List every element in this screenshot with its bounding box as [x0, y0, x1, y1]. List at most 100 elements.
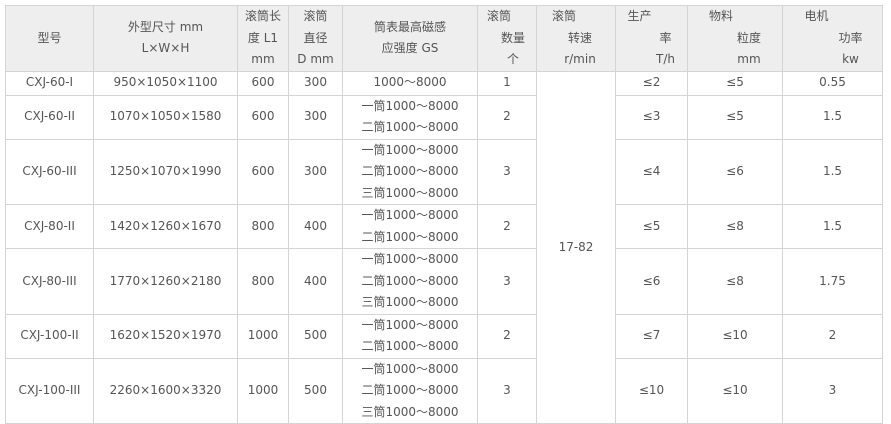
diameter-cell: 500: [288, 313, 343, 359]
column-header: 外型尺寸 mm L×W×H: [93, 5, 238, 72]
size-cell: 950×1050×1100: [93, 70, 238, 96]
gs-line: 三筒1000～8000: [361, 404, 459, 419]
model-cell: CXJ-60-I: [5, 70, 94, 96]
rate-cell: ≤7: [615, 313, 688, 359]
model-cell: CXJ-60-III: [5, 138, 94, 205]
column-header-line: 率: [659, 30, 672, 45]
column-header-line: 型号: [37, 30, 62, 45]
count-cell: 1: [477, 70, 537, 96]
gs-line: 二筒1000～8000: [361, 120, 459, 134]
rate-cell: ≤4: [615, 138, 688, 205]
speed-cell: 17-82: [536, 70, 616, 424]
table-row: CXJ-80-III 1770×1260×2180 800 400 一筒1000～800…: [5, 248, 883, 315]
diameter-cell: 300: [288, 94, 343, 140]
column-header-line: 物料: [708, 9, 733, 23]
gs-line: 二筒1000～8000: [361, 383, 459, 397]
diameter-cell: 300: [288, 70, 343, 96]
diameter-cell: 400: [288, 204, 343, 249]
column-header-line: 滚筒: [303, 9, 328, 23]
column-header: 型号: [5, 5, 94, 72]
column-header-line: 筒表最高磁感: [373, 19, 446, 34]
column-header-line: T/h: [656, 52, 675, 66]
grain-cell: ≤8: [687, 204, 783, 249]
column-header: 滚筒长度 L1 mm: [237, 5, 289, 72]
gs-line: 一筒1000～8000: [361, 142, 459, 157]
power-cell: 1.5: [782, 204, 883, 249]
column-header-line: 度 L1: [247, 30, 279, 45]
gs-line: 一筒1000～8000: [361, 361, 459, 376]
length-cell: 600: [237, 70, 289, 96]
column-header-line: D mm: [297, 52, 334, 66]
column-header-line: mm: [737, 52, 761, 66]
rate-cell: ≤2: [615, 70, 688, 96]
column-header-line: 功率: [838, 30, 863, 45]
grain-cell: ≤6: [687, 138, 783, 205]
gs-line: 二筒1000～8000: [361, 273, 459, 288]
grain-cell: ≤10: [687, 357, 783, 424]
diameter-cell: 300: [288, 138, 343, 205]
power-cell: 0.55: [782, 70, 883, 96]
size-cell: 1770×1260×2180: [93, 248, 238, 315]
column-header-line: 个: [506, 52, 519, 66]
length-cell: 1000: [237, 357, 289, 424]
table-row: CXJ-100-III 2260×1600×3320 1000 500 一筒1000～8…: [5, 357, 883, 424]
size-cell: 1250×1070×1990: [93, 138, 238, 205]
size-cell: 1070×1050×1580: [93, 94, 238, 140]
count-cell: 3: [477, 248, 537, 315]
column-header-line: 外型尺寸 mm: [127, 19, 204, 34]
rate-cell: ≤6: [615, 248, 688, 315]
length-cell: 600: [237, 94, 289, 140]
gs-line: 一筒1000～8000: [361, 252, 459, 266]
grain-cell: ≤10: [687, 313, 783, 359]
gs-line: 二筒1000～8000: [361, 229, 459, 244]
column-header-line: 生产: [627, 9, 652, 23]
model-cell: CXJ-100-II: [5, 313, 94, 359]
model-cell: CXJ-80-III: [5, 248, 94, 315]
size-cell: 1620×1520×1970: [93, 313, 238, 359]
table-row: CXJ-60-III 1250×1070×1990 600 300 一筒1000～800…: [5, 138, 883, 205]
gs-cell: 1000～8000: [342, 70, 478, 96]
column-header-line: mm: [251, 52, 275, 66]
gs-line: 一筒1000～8000: [361, 317, 459, 332]
rate-cell: ≤10: [615, 357, 688, 424]
count-cell: 2: [477, 204, 537, 249]
column-header-line: 数量: [500, 30, 525, 45]
gs-cell: 一筒1000～8000 二筒1000～8000: [342, 204, 478, 249]
gs-line: 二筒1000～8000: [361, 164, 459, 178]
size-cell: 1420×1260×1670: [93, 204, 238, 249]
gs-cell: 一筒1000～8000 二筒1000～8000 三筒1000～8000: [342, 357, 478, 424]
gs-line: 三筒1000～8000: [361, 295, 459, 309]
column-header: 滚筒转速 r/min: [536, 5, 616, 72]
rate-cell: ≤3: [615, 94, 688, 140]
model-cell: CXJ-60-II: [5, 94, 94, 140]
column-header-line: r/min: [564, 52, 596, 66]
column-header: 滚筒 数量个: [477, 5, 537, 72]
gs-cell: 一筒1000～8000 二筒1000～8000 三筒1000～8000: [342, 138, 478, 205]
grain-cell: ≤5: [687, 70, 783, 96]
table-row: CXJ-80-II 1420×1260×1670 800 400 一筒1000～8000…: [5, 204, 883, 249]
diameter-cell: 400: [288, 248, 343, 315]
model-cell: CXJ-80-II: [5, 204, 94, 249]
header-row: 型号 外型尺寸 mm L×W×H 滚筒长度 L1 mm 滚筒 直径 D mm 筒表最高磁感 应强度…: [5, 5, 883, 72]
gs-line: 二筒1000～8000: [361, 339, 459, 353]
count-cell: 3: [477, 357, 537, 424]
power-cell: 2: [782, 313, 883, 359]
size-cell: 2260×1600×3320: [93, 357, 238, 424]
length-cell: 800: [237, 204, 289, 249]
gs-cell: 一筒1000～8000 二筒1000～8000 三筒1000～8000: [342, 248, 478, 315]
column-header-line: 转速: [567, 30, 592, 45]
grain-cell: ≤5: [687, 94, 783, 140]
rate-cell: ≤5: [615, 204, 688, 249]
column-header-line: 电机: [804, 9, 829, 23]
column-header-line: 应强度 GS: [381, 41, 439, 56]
spec-table: 型号 外型尺寸 mm L×W×H 滚筒长度 L1 mm 滚筒 直径 D mm 筒表最高磁感 应强度…: [5, 5, 883, 424]
column-header-line: L×W×H: [141, 41, 190, 56]
count-cell: 2: [477, 313, 537, 359]
column-header-line: 滚筒: [551, 9, 576, 23]
column-header: 滚筒 直径 D mm: [288, 5, 343, 72]
gs-cell: 一筒1000～8000 二筒1000～8000: [342, 94, 478, 140]
gs-cell: 一筒1000～8000 二筒1000～8000: [342, 313, 478, 359]
length-cell: 1000: [237, 313, 289, 359]
power-cell: 3: [782, 357, 883, 424]
column-header: 电机 功率 kw: [782, 5, 883, 72]
